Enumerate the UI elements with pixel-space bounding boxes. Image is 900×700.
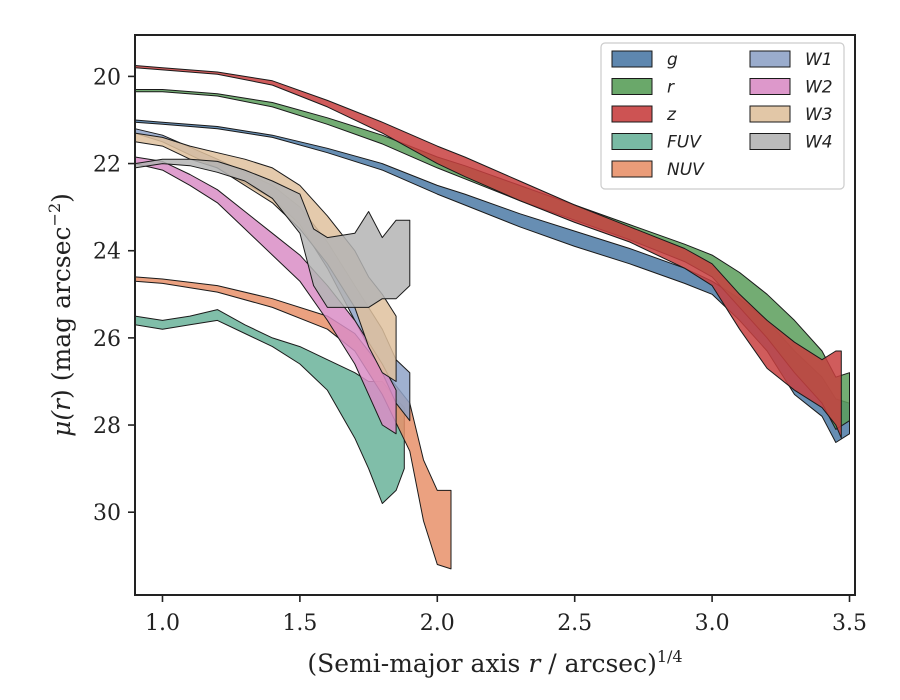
legend-swatch-w2 xyxy=(749,78,791,95)
x-axis-ticks: 1.0 1.5 2.0 2.5 3.0 3.5 xyxy=(145,595,867,636)
plot-frame xyxy=(134,34,856,596)
legend-swatch-r xyxy=(611,78,653,95)
band-fuv xyxy=(134,309,405,504)
legend-label-w2: W2 xyxy=(805,78,833,98)
band-w2 xyxy=(134,156,397,435)
x-tick-label: 1.5 xyxy=(282,611,317,636)
y-axis-label: μ(r) (mag arcsec−2) xyxy=(45,193,76,437)
legend-label-g: g xyxy=(667,50,678,70)
legend-label-w4: W4 xyxy=(805,133,833,153)
legend-swatch-z xyxy=(611,105,653,123)
y-tick-label: 22 xyxy=(93,153,121,178)
legend-label-w3: W3 xyxy=(805,105,833,125)
legend-swatch-nuv xyxy=(611,160,653,178)
legend-swatch-fuv xyxy=(611,133,653,150)
legend-swatch-w4 xyxy=(749,133,791,150)
x-tick-label: 3.0 xyxy=(695,611,730,636)
legend-label-fuv: FUV xyxy=(667,133,702,153)
band-w4 xyxy=(134,158,411,308)
y-tick-label: 20 xyxy=(93,65,121,90)
legend-swatch-w1 xyxy=(749,50,791,68)
legend: grz FUV NUV W1 W2 W3 W4 xyxy=(600,42,845,190)
y-tick-label: 26 xyxy=(93,327,121,352)
band-z xyxy=(134,65,842,439)
legend-label-w1: W1 xyxy=(805,50,833,70)
legend-swatch-g xyxy=(611,50,653,68)
y-tick-label: 28 xyxy=(93,414,121,439)
x-tick-label: 1.0 xyxy=(145,611,180,636)
band-nuv xyxy=(134,276,452,570)
x-tick-label: 2.0 xyxy=(420,611,455,636)
y-tick-label: 30 xyxy=(93,501,121,526)
x-tick-label: 3.5 xyxy=(832,611,867,636)
x-tick-label: 2.5 xyxy=(557,611,592,636)
x-axis-label: (Semi-major axis r / arcsec)1/4 xyxy=(307,647,682,678)
series-bands xyxy=(134,65,850,570)
legend-swatch-w3 xyxy=(749,105,791,123)
y-axis-ticks: 20 22 24 26 28 30 xyxy=(93,65,135,526)
legend-label-z: z xyxy=(666,105,677,125)
legend-label-nuv: NUV xyxy=(667,160,705,180)
legend-label-r: r xyxy=(667,78,675,98)
y-tick-label: 24 xyxy=(93,240,121,265)
